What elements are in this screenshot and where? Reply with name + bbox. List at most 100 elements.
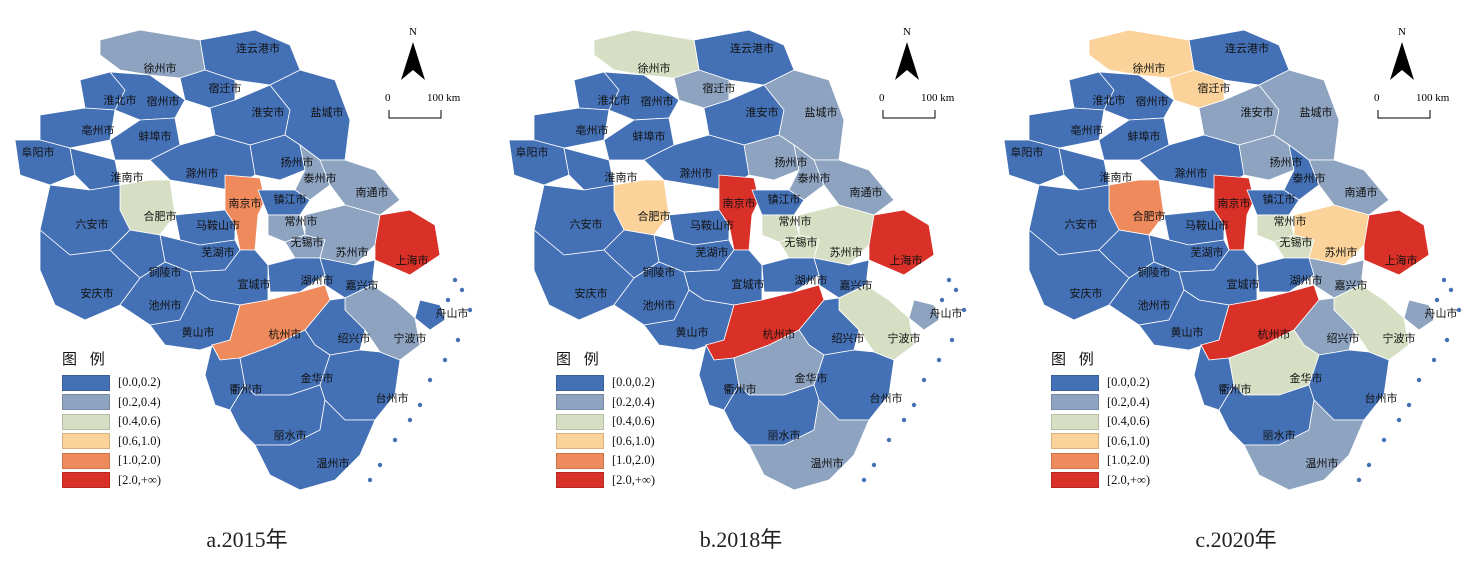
- city-label: 宿州市: [641, 94, 674, 108]
- city-label: 杭州市: [269, 327, 302, 341]
- island-shape: [871, 462, 877, 468]
- city-label: 合肥市: [144, 209, 177, 223]
- city-label: 丽水市: [768, 428, 801, 442]
- island-shape: [452, 277, 458, 283]
- region-上海市[interactable]: [374, 209, 441, 276]
- legend-label: [0.6,1.0): [612, 433, 655, 448]
- city-label: 宣城市: [238, 277, 271, 291]
- city-label: 舟山市: [436, 306, 469, 320]
- city-label: 阜阳市: [516, 145, 549, 159]
- island-shape: [911, 402, 917, 408]
- scale-distance-label: 100 km: [427, 92, 461, 104]
- map-panel-2: 连云港市 徐州市 宿迁市 淮北市 宿州市 淮安市 盐城市 亳州市 蚌埠市 阜阳市 扬州市 淮南市 滁州市…: [494, 0, 988, 561]
- city-label: 湖州市: [301, 273, 334, 287]
- legend-label: [0.0,0.2): [1107, 375, 1150, 390]
- city-label: 扬州市: [1270, 155, 1303, 169]
- island-shape: [901, 417, 907, 423]
- island-shape: [377, 462, 383, 468]
- north-label: N: [409, 26, 417, 38]
- legend-item: [2.0,+∞): [62, 471, 161, 491]
- city-label: 宣城市: [732, 277, 765, 291]
- legend-swatch: [556, 374, 604, 391]
- island-shape: [407, 417, 413, 423]
- legend-label: [0.4,0.6): [612, 414, 655, 429]
- legend-item: [0.4,0.6): [62, 412, 161, 432]
- map-panel-3: 连云港市 徐州市 宿迁市 淮北市 宿州市 淮安市 盐城市 亳州市 蚌埠市 阜阳市 扬州市 淮南市 滁州市…: [989, 0, 1483, 561]
- city-label: 淮北市: [1093, 93, 1126, 107]
- city-label: 嘉兴市: [840, 278, 873, 292]
- north-arrow-icon: [401, 42, 425, 80]
- legend-item: [0.2,0.4): [1051, 393, 1150, 413]
- city-label: 安庆市: [1070, 286, 1103, 300]
- island-shape: [1381, 437, 1387, 443]
- region-上海市[interactable]: [1363, 209, 1430, 276]
- city-label: 绍兴市: [338, 331, 371, 345]
- region-舟山市[interactable]: [414, 299, 446, 331]
- region-温州市[interactable]: [748, 399, 870, 491]
- city-label: 马鞍山市: [690, 218, 734, 232]
- legend-label: [2.0,+∞): [1107, 472, 1151, 487]
- scale-distance-label: 100 km: [921, 92, 955, 104]
- city-label: 杭州市: [763, 327, 796, 341]
- region-镇江市[interactable]: [1246, 189, 1300, 216]
- city-label: 合肥市: [1133, 209, 1166, 223]
- city-label: 镇江市: [768, 192, 801, 206]
- city-label: 宁波市: [394, 331, 427, 345]
- city-label: 六安市: [570, 217, 603, 231]
- legend-title: 图 例: [62, 350, 109, 368]
- city-label: 扬州市: [281, 155, 314, 169]
- city-label: 台州市: [870, 391, 903, 405]
- island-shape: [861, 477, 867, 483]
- region-舟山市[interactable]: [908, 299, 940, 331]
- legend-item: [0.0,0.2): [62, 373, 161, 393]
- scale-bar: 0 100 km: [879, 92, 979, 122]
- legend: 图 例 [0.0,0.2) [0.2,0.4) [0.4,0.6) [0.6,1.0) […: [556, 348, 655, 490]
- legend-item: [0.4,0.6): [556, 412, 655, 432]
- city-label: 宿迁市: [209, 81, 242, 95]
- region-南通市[interactable]: [1308, 159, 1390, 216]
- city-label: 黄山市: [676, 325, 709, 339]
- north-arrow: N: [892, 26, 922, 86]
- city-label: 连云港市: [236, 41, 280, 55]
- region-镇江市[interactable]: [751, 189, 805, 216]
- map-panel-1: 连云港市 徐州市 宿迁市 淮北市 宿州市 淮安市 盐城市 亳州市 蚌埠市 阜阳市 扬州市 淮南市 滁州市…: [0, 0, 494, 561]
- city-label: 舟山市: [930, 306, 963, 320]
- legend-label: [0.4,0.6): [118, 414, 161, 429]
- city-label: 泰州市: [798, 171, 831, 185]
- city-label: 淮北市: [104, 93, 137, 107]
- city-label: 南京市: [229, 196, 262, 210]
- city-label: 常州市: [285, 214, 318, 228]
- region-南通市[interactable]: [813, 159, 895, 216]
- region-镇江市[interactable]: [257, 189, 311, 216]
- city-label: 铜陵市: [643, 265, 676, 279]
- island-shape: [961, 307, 967, 313]
- legend: 图 例 [0.0,0.2) [0.2,0.4) [0.4,0.6) [0.6,1.0) […: [62, 348, 161, 490]
- city-label: 六安市: [76, 217, 109, 231]
- island-shape: [1448, 287, 1454, 293]
- city-label: 亳州市: [82, 123, 115, 137]
- city-label: 阜阳市: [22, 145, 55, 159]
- region-温州市[interactable]: [1243, 399, 1365, 491]
- region-舟山市[interactable]: [1403, 299, 1435, 331]
- north-arrow: N: [398, 26, 428, 86]
- legend-swatch: [1051, 374, 1099, 391]
- island-shape: [1396, 417, 1402, 423]
- legend-label: [0.2,0.4): [118, 394, 161, 409]
- scale-distance-label: 100 km: [1416, 92, 1450, 104]
- legend-swatch: [556, 394, 604, 411]
- region-温州市[interactable]: [254, 399, 376, 491]
- city-label: 丽水市: [1263, 428, 1296, 442]
- region-上海市[interactable]: [868, 209, 935, 276]
- city-label: 宿州市: [147, 94, 180, 108]
- legend-swatch: [1051, 452, 1099, 469]
- scale-zero-label: 0: [385, 92, 391, 104]
- city-label: 无锡市: [785, 235, 818, 249]
- city-label: 金华市: [301, 371, 334, 385]
- legend-label: [2.0,+∞): [118, 472, 162, 487]
- region-南通市[interactable]: [319, 159, 401, 216]
- island-shape: [936, 357, 942, 363]
- city-label: 淮南市: [111, 170, 144, 184]
- city-label: 湖州市: [1290, 273, 1323, 287]
- city-label: 宿州市: [1136, 94, 1169, 108]
